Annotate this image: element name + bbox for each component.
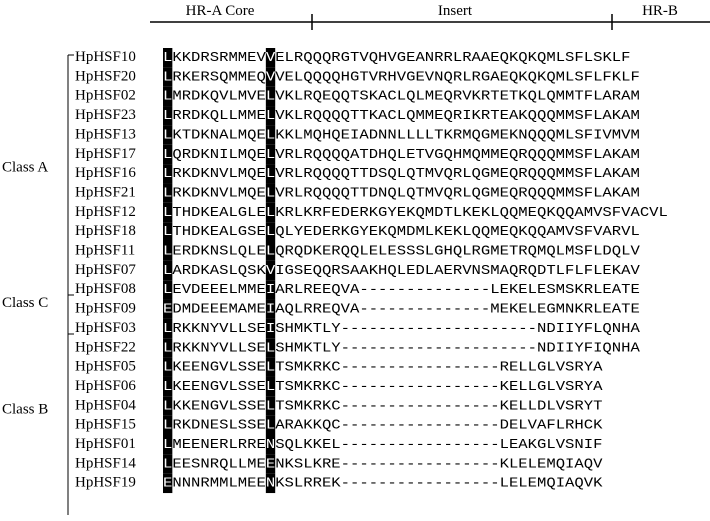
conserved-column — [265, 454, 276, 474]
sequence-name: HpHSF16 — [75, 165, 136, 181]
sequence-name: HpHSF09 — [75, 301, 136, 317]
region-label: Insert — [438, 3, 473, 19]
conserved-column — [163, 144, 173, 165]
sequence: LTHDKEALGLELKRLKRFEDERKGYEKQMDTLKEKLQQME… — [163, 205, 668, 221]
sequence: LKKENGVLSSELTSMKRKC-----------------KELL… — [163, 398, 602, 414]
sequence-name: HpHSF05 — [75, 359, 136, 375]
conserved-column — [265, 318, 276, 339]
conserved-column — [163, 183, 173, 203]
conserved-column — [265, 144, 276, 165]
sequence-name: HpHSF06 — [75, 378, 136, 394]
conserved-column — [163, 125, 173, 145]
sequence: LRKDKNVLMQELVRLRQQQQTTDNQLQTMVQRLQGMEQRQ… — [163, 185, 640, 201]
conserved-column — [265, 222, 276, 242]
sequence-name: HpHSF01 — [75, 436, 136, 452]
sequence: ENNNRMMLMEENKSLRREK-----------------LELE… — [163, 476, 603, 492]
conserved-column — [163, 396, 173, 416]
conserved-column — [265, 106, 276, 126]
sequence-name: HpHSF18 — [75, 223, 136, 239]
sequence-name: HpHSF13 — [75, 126, 136, 142]
conserved-column — [265, 241, 276, 261]
conserved-column — [265, 473, 276, 494]
sequence-name: HpHSF15 — [75, 417, 136, 433]
sequence: LRRDKQLLMMELVKLRQQQQTTKACLQMMEQRIKRTEAKQ… — [163, 108, 640, 124]
conserved-column — [265, 357, 276, 377]
sequence: LRKKNYVLLSELSHMKTLY---------------------… — [163, 340, 640, 356]
sequence: LRKDKNVLMQELVRLRQQQQTTDSQLQTMVQRLQGMEQRQ… — [163, 166, 640, 182]
conserved-column — [265, 376, 276, 397]
conserved-column — [265, 280, 276, 300]
sequence: LKKDRSRMMEVVELRQQQRGTVQHVGEANRRLRAAEQKQK… — [163, 50, 631, 66]
sequence-name: HpHSF07 — [75, 262, 136, 278]
sequence: LKTDKNALMQELKKLMQHQEIADNNLLLLTKRMQGMEKNQ… — [163, 127, 640, 143]
sequence-name: HpHSF10 — [75, 49, 136, 65]
region-label: HR-B — [642, 3, 678, 19]
conserved-column — [265, 86, 276, 107]
conserved-column — [163, 454, 173, 474]
conserved-column — [265, 202, 276, 223]
group-label: Class B — [2, 401, 48, 417]
group-label: Class A — [2, 159, 48, 175]
sequence-name: HpHSF14 — [75, 455, 136, 471]
sequence-name: HpHSF08 — [75, 281, 136, 297]
conserved-column — [163, 260, 173, 281]
conserved-column — [163, 473, 173, 494]
sequence-name: HpHSF17 — [75, 146, 136, 162]
sequence: LMEENERLRRENSQLKKEL-----------------LEAK… — [163, 437, 602, 453]
sequence-name: HpHSF23 — [75, 107, 136, 123]
sequence: EDMDEEEMAMEIAQLRREQVA--------------MEKEL… — [163, 302, 640, 318]
conserved-column — [163, 164, 173, 184]
group-label: Class C — [2, 295, 48, 311]
sequence: LERDKNSLQLELQRQDKERQQLELESSSLGHQLRGMETRQ… — [163, 244, 640, 260]
conserved-column — [265, 260, 276, 281]
sequence: LMRDKQVLMVELVKLRQEQQTSKACLQLMEQRVKRTETKQ… — [163, 89, 640, 105]
conserved-column — [265, 338, 276, 358]
conserved-column — [163, 280, 173, 300]
conserved-column — [265, 48, 276, 68]
sequence: LEVDEEELMMEIARLREEQVA--------------LEKEL… — [163, 282, 640, 298]
conserved-column — [163, 338, 173, 358]
conserved-column — [265, 183, 276, 203]
sequence: LKEENGVLSSELTSMKRKC-----------------KELL… — [163, 379, 603, 395]
sequence: LRKERSQMMEQVVELQQQQHGTVRHVGEVNQRLRGAEQKQ… — [163, 69, 640, 85]
conserved-column — [265, 125, 276, 145]
conserved-column — [163, 376, 173, 397]
conserved-column — [163, 202, 173, 223]
conserved-column — [163, 318, 173, 339]
sequence-name: HpHSF21 — [75, 184, 136, 200]
sequence-name: HpHSF11 — [75, 243, 135, 259]
conserved-column — [163, 106, 173, 126]
conserved-column — [265, 396, 276, 416]
sequence-name: HpHSF19 — [75, 475, 136, 491]
sequence: LKEENGVLSSELTSMKRKC-----------------RELL… — [163, 360, 603, 376]
sequence-name: HpHSF20 — [75, 68, 136, 84]
conserved-column — [163, 86, 173, 107]
sequence: LQRDKNILMQELVRLRQQQQATDHQLETVGQHMQMMEQRQ… — [163, 147, 640, 163]
conserved-column — [265, 415, 276, 435]
sequence: LRKKNYVLLSEISHMKTLY---------------------… — [163, 321, 640, 337]
sequence: LRKDNESLSSELARAKKQC-----------------DELV… — [163, 418, 603, 434]
conserved-column — [265, 164, 276, 184]
conserved-column — [163, 48, 173, 68]
sequence-name: HpHSF12 — [75, 204, 136, 220]
conserved-column — [163, 435, 173, 455]
conserved-column — [163, 299, 173, 319]
sequence: LARDKASLQSKVIGSEQQRSAAKHQLEDLAERVNSMAQRQ… — [163, 263, 640, 279]
conserved-column — [163, 222, 173, 242]
conserved-column — [163, 415, 173, 435]
conserved-column — [265, 67, 276, 87]
conserved-column — [163, 357, 173, 377]
conserved-column — [163, 241, 173, 261]
sequence-name: HpHSF04 — [75, 397, 136, 413]
sequence: LEESNRQLLMEENKSLKRE-----------------KLEL… — [163, 456, 603, 472]
sequence-name: HpHSF02 — [75, 88, 136, 104]
conserved-column — [265, 299, 276, 319]
sequence-name: HpHSF03 — [75, 320, 136, 336]
sequence-name: HpHSF22 — [75, 339, 136, 355]
region-label: HR-A Core — [186, 3, 255, 19]
conserved-column — [163, 67, 173, 87]
conserved-column — [265, 435, 276, 455]
sequence: LTHDKEALGSELQLYEDERKGYEKQMDMLKEKLQQMEQKQ… — [163, 224, 640, 240]
